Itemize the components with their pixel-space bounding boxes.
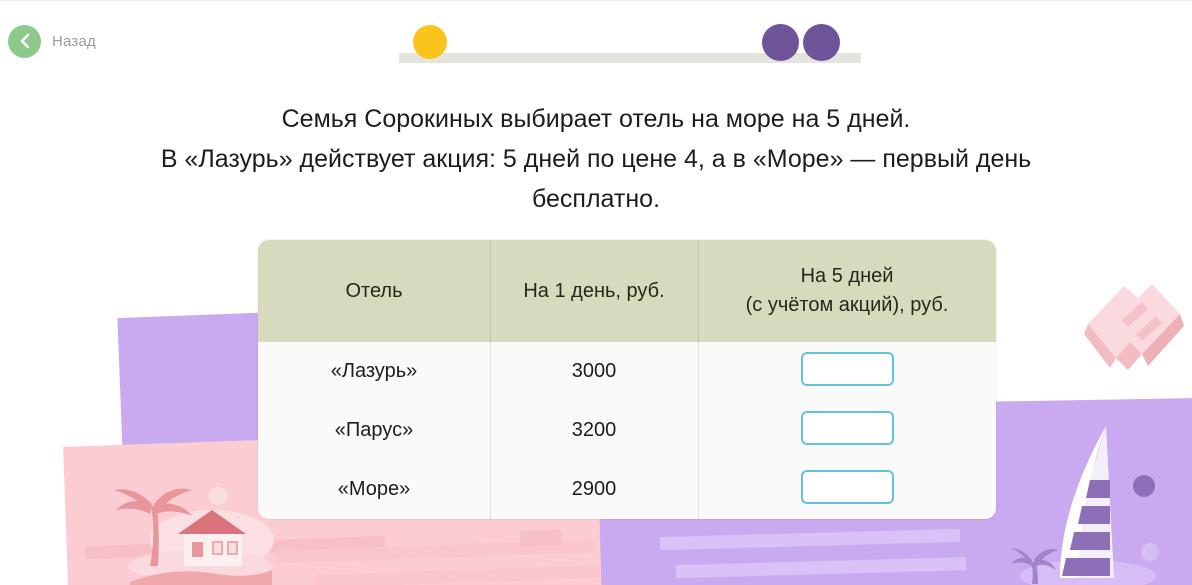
cell-hotel-name: «Море» [337, 478, 411, 500]
open-book-illustration [1084, 284, 1184, 370]
decor-pink-chip [519, 529, 563, 547]
column-header-total-line2: (с учётом акций), руб. [745, 294, 949, 316]
prompt-line-1: Семья Сорокиных выбирает отель на море н… [281, 105, 911, 133]
top-divider [0, 0, 1192, 1]
progress-indicator [399, 24, 861, 63]
answer-input-lazur[interactable] [800, 351, 894, 386]
cell-price-per-day: 3200 [490, 401, 698, 460]
column-header-total-line1: На 5 дней [800, 265, 894, 287]
decor-purple-card-corner [963, 397, 1192, 585]
decor-pink-text-bar [274, 539, 596, 564]
decor-purple-text-bar [675, 556, 977, 579]
cell-hotel-name: «Лазурь» [330, 360, 418, 382]
decor-purple-text-bar [659, 528, 961, 551]
progress-dot-current [413, 25, 447, 59]
prompt-line-3: бесплатно. [531, 185, 661, 213]
column-header-price-per-day: На 1 день, руб. [490, 240, 698, 342]
table-row: «Лазурь» 3000 [258, 342, 996, 401]
table-row: «Море» 2900 [258, 460, 996, 519]
progress-dot-upcoming [803, 24, 840, 61]
question-prompt: Семья Сорокиных выбирает отель на море н… [56, 99, 1136, 219]
column-header-hotel: Отель [345, 279, 403, 302]
cell-answer [698, 342, 996, 401]
answer-input-more[interactable] [800, 469, 894, 504]
table-row: «Парус» 3200 [258, 401, 996, 460]
cell-price-per-day: 3000 [490, 342, 698, 401]
back-button-label: Назад [52, 32, 96, 50]
progress-track [399, 53, 861, 63]
column-header-total-five-days: На 5 дней (с учётом акций), руб. [698, 240, 996, 342]
cell-answer [698, 460, 996, 519]
cell-answer [698, 401, 996, 460]
progress-dot-upcoming [762, 24, 799, 61]
decor-pink-text-bar [84, 535, 386, 560]
cell-hotel-name: «Парус» [334, 419, 414, 441]
back-button[interactable]: Назад [8, 24, 96, 58]
answer-input-parus[interactable] [800, 410, 894, 445]
sail-tower-illustration [1010, 426, 1159, 585]
table-header-row: Отель На 1 день, руб. На 5 дней (с учёто… [258, 240, 996, 342]
cell-price-per-day: 2900 [490, 460, 698, 519]
decor-pink-text-bar [314, 565, 601, 585]
prompt-line-2: В «Лазурь» действует акция: 5 дней по це… [160, 145, 1032, 173]
chevron-left-icon [8, 24, 41, 58]
hotel-price-table: Отель На 1 день, руб. На 5 дней (с учёто… [258, 240, 996, 519]
